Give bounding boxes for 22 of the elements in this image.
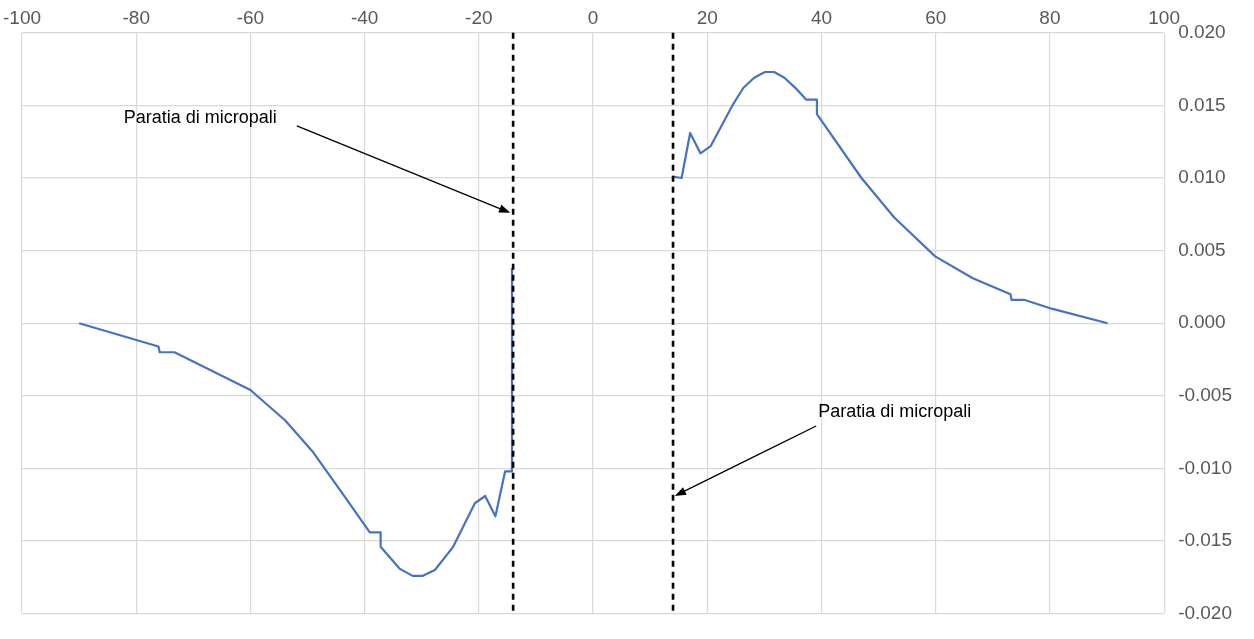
y-tick-label: 0.005 xyxy=(1178,238,1226,260)
y-tick-label: 0.000 xyxy=(1178,311,1226,333)
x-tick-label: 0 xyxy=(587,6,599,28)
x-tick-label: -20 xyxy=(465,6,493,28)
x-tick-label: 100 xyxy=(1148,6,1180,28)
x-tick-label: 80 xyxy=(1039,6,1061,28)
y-tick-label: 0.020 xyxy=(1178,21,1226,43)
y-tick-label: -0.020 xyxy=(1178,601,1232,623)
x-tick-label: 40 xyxy=(810,6,833,28)
x-tick-label: -40 xyxy=(350,6,379,28)
y-tick-label: -0.010 xyxy=(1178,456,1232,478)
y-tick-label: -0.005 xyxy=(1178,384,1232,406)
annotation: Paratia di micropali xyxy=(818,400,972,421)
y-tick-label: 0.010 xyxy=(1178,166,1226,188)
y-tick-label: -0.015 xyxy=(1178,529,1232,551)
y-tick-label: 0.015 xyxy=(1178,93,1226,115)
x-tick-label: -60 xyxy=(236,6,265,28)
x-tick-label: -100 xyxy=(3,6,42,28)
x-tick-label: 60 xyxy=(925,6,947,28)
x-tick-label: -80 xyxy=(122,6,150,28)
x-tick-label: 20 xyxy=(696,6,718,28)
annotation: Paratia di micropali xyxy=(123,106,277,127)
